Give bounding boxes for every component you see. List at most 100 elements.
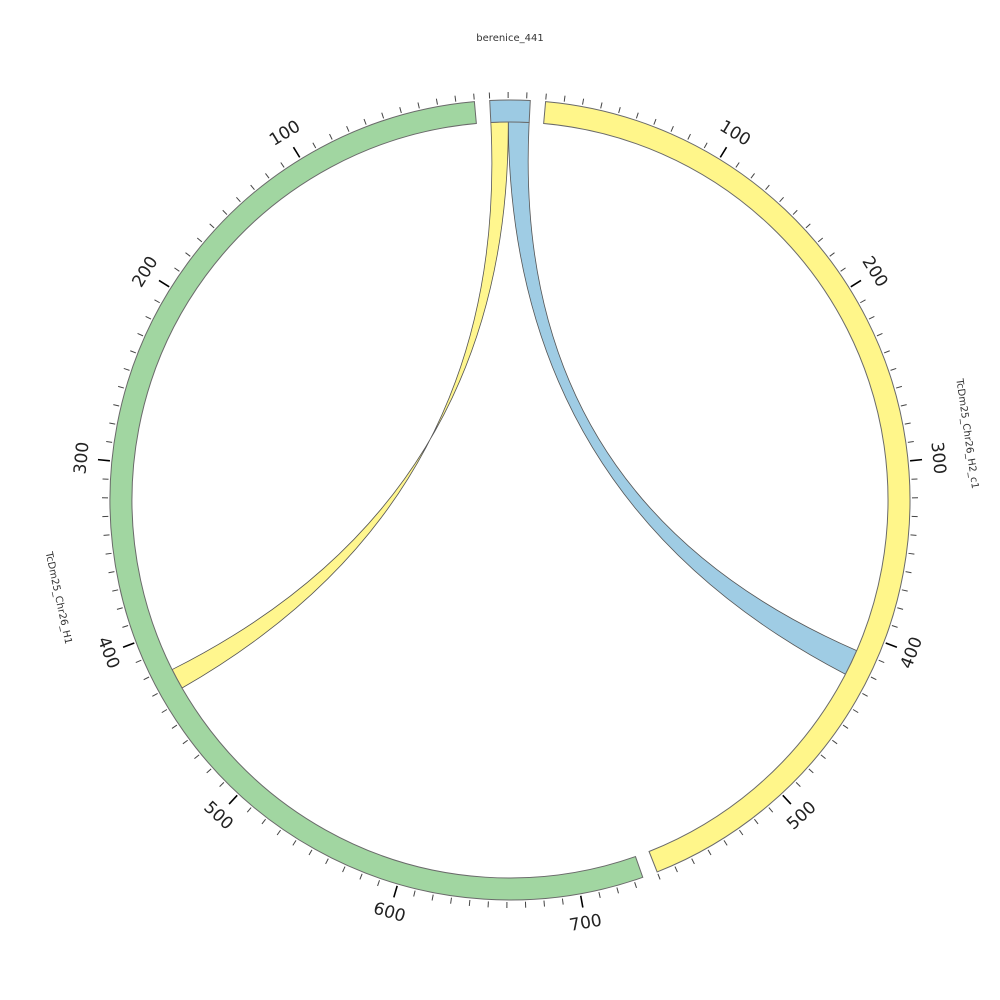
minor-tick — [265, 173, 270, 179]
minor-tick — [435, 98, 438, 105]
minor-tick — [910, 534, 917, 536]
minor-tick — [870, 676, 877, 681]
minor-tick — [687, 133, 691, 140]
minor-tick — [174, 267, 180, 272]
minor-tick — [113, 404, 120, 407]
minor-tick — [145, 315, 152, 320]
minor-tick — [670, 125, 674, 132]
minor-tick — [543, 900, 545, 907]
minor-tick — [795, 782, 801, 787]
minor-tick — [635, 112, 639, 119]
minor-tick — [897, 607, 904, 610]
minor-tick — [691, 858, 695, 865]
segments-layer — [109, 99, 911, 901]
minor-tick — [840, 267, 846, 272]
minor-tick — [739, 829, 744, 836]
minor-tick — [842, 724, 849, 729]
minor-tick — [329, 133, 333, 140]
minor-tick — [735, 162, 740, 168]
minor-tick — [108, 571, 115, 574]
minor-tick — [852, 709, 859, 714]
minor-tick — [868, 315, 875, 320]
minor-tick — [161, 709, 168, 714]
minor-tick — [171, 724, 178, 729]
minor-tick — [723, 840, 728, 846]
minor-tick — [137, 332, 144, 337]
minor-tick — [194, 754, 200, 760]
major-tick — [910, 458, 923, 462]
minor-tick — [703, 142, 708, 149]
minor-tick — [143, 676, 150, 681]
minor-tick — [152, 693, 158, 697]
minor-tick — [246, 807, 252, 813]
minor-tick — [904, 422, 911, 425]
minor-tick — [907, 441, 914, 443]
minor-tick — [196, 237, 203, 243]
tick-label: 100 — [716, 117, 754, 151]
tick-label: 300 — [71, 441, 94, 475]
minor-tick — [862, 693, 868, 697]
tick-label: 200 — [857, 253, 891, 291]
minor-tick — [219, 782, 225, 787]
minor-tick — [878, 659, 885, 664]
minor-tick — [377, 880, 380, 887]
major-tick — [158, 279, 170, 288]
minor-tick — [616, 887, 619, 894]
ticks-layer: 100 200 300 400 500 100 200 300 400 500 600 700 — [71, 91, 949, 936]
major-tick — [579, 895, 584, 908]
minor-tick — [118, 385, 125, 389]
minor-tick — [103, 534, 110, 536]
minor-tick — [901, 589, 908, 592]
minor-tick — [130, 350, 137, 354]
minor-tick — [325, 858, 329, 865]
minor-tick — [808, 768, 814, 774]
minor-tick — [832, 739, 838, 745]
minor-tick — [431, 894, 434, 901]
minor-tick — [598, 891, 601, 899]
minor-tick — [563, 95, 566, 102]
minor-tick — [468, 899, 471, 907]
sequence-label: TcDm25_Chr26_H1 — [42, 550, 73, 645]
minor-tick — [312, 142, 317, 149]
minor-tick — [908, 552, 915, 555]
minor-tick — [292, 840, 297, 846]
major-tick — [228, 794, 238, 805]
minor-tick — [250, 184, 255, 190]
minor-tick — [261, 818, 266, 825]
tick-label: 300 — [926, 441, 949, 475]
minor-tick — [750, 173, 755, 179]
sequence-label: TcDm25_Chr26_H2_c1 — [953, 377, 980, 489]
major-tick — [122, 642, 135, 649]
minor-tick — [657, 873, 661, 880]
minor-tick — [105, 552, 112, 555]
major-tick — [885, 642, 898, 649]
minor-tick — [890, 367, 897, 371]
minor-tick — [768, 807, 774, 813]
minor-tick — [417, 102, 420, 109]
segment-TcDm25_Chr26_H1 — [109, 101, 644, 901]
minor-tick — [308, 849, 313, 856]
link-0 — [507, 121, 858, 675]
major-tick — [782, 794, 792, 805]
major-tick — [292, 146, 301, 158]
minor-tick — [182, 739, 188, 745]
minor-tick — [342, 866, 346, 873]
minor-tick — [359, 873, 363, 880]
minor-tick — [653, 118, 657, 125]
minor-tick — [116, 607, 123, 610]
major-tick — [393, 885, 398, 898]
minor-tick — [450, 897, 452, 904]
minor-tick — [820, 754, 826, 760]
link-1 — [171, 121, 509, 689]
major-tick — [850, 279, 862, 288]
minor-tick — [276, 829, 281, 836]
minor-tick — [236, 196, 241, 203]
tick-label: 600 — [371, 899, 408, 927]
minor-tick — [363, 118, 367, 125]
minor-tick — [206, 768, 212, 774]
minor-tick — [600, 102, 603, 109]
minor-tick — [399, 107, 402, 114]
tick-label: 500 — [783, 798, 820, 835]
minor-tick — [829, 252, 835, 257]
